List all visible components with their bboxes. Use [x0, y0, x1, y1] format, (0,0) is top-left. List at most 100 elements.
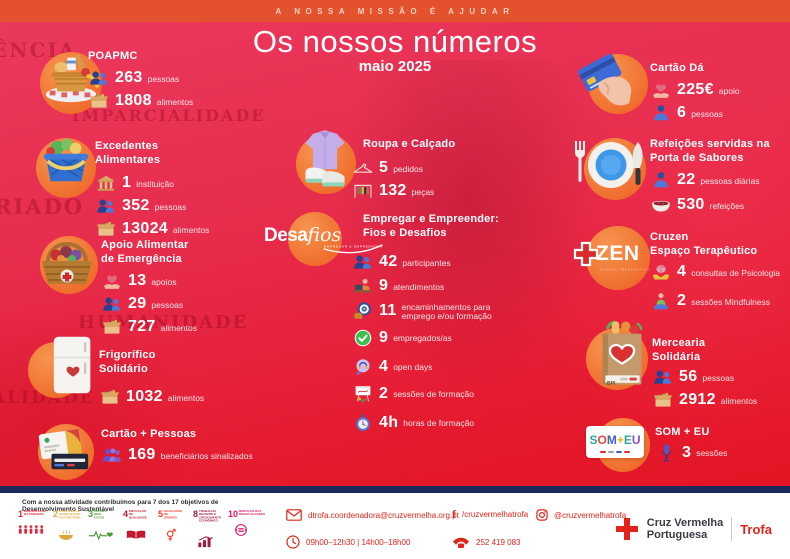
- stat-label: open days: [393, 362, 433, 373]
- stat-label: consultas de Psicologia: [691, 267, 781, 278]
- footer: Com a nossa atividade contribuímos para …: [0, 493, 790, 559]
- clothes-rack-icon: [352, 182, 374, 200]
- stat-value: 132: [379, 182, 407, 200]
- shirt-sneakers-icon: [305, 130, 345, 187]
- person-icon: [650, 104, 672, 122]
- footer-divider-bar: [0, 486, 790, 493]
- sdg-goal-4: 4 EDUCAÇÃO DE QUALIDADE: [123, 509, 155, 548]
- sdg10-equality-icon: [235, 523, 247, 536]
- section-excedentes: Excedentes Alimentares 1 instituição 352 …: [95, 140, 235, 239]
- clock-icon: [286, 535, 300, 549]
- heart-hand-icon: [101, 272, 123, 290]
- people-icon: [652, 368, 674, 386]
- sdg-heading: Com a nossa atividade contribuímos para …: [22, 499, 219, 513]
- stat-row: 2 sessões Mindfulness: [650, 292, 785, 311]
- food-box-icon: [88, 92, 110, 110]
- hours-contact: 09h00–12h30 | 14h00–18h00: [286, 535, 410, 549]
- facebook-handle[interactable]: /cruzvermelhatrofa: [462, 510, 529, 519]
- stat-label: participantes: [402, 257, 451, 268]
- section-empregar: Empregar e Empreender: Fios e Desafios 4 2…: [352, 213, 512, 432]
- stat-label: beneficiários sinalizados: [160, 450, 253, 461]
- people-icon: [88, 69, 110, 87]
- stat-row: 352 pessoas: [95, 197, 235, 216]
- section-title: Empregar e Empreender: Fios e Desafios: [363, 213, 499, 239]
- stat-value: 1808: [115, 92, 152, 110]
- target-icon: [352, 302, 374, 320]
- mission-banner: A NOSSA MISSÃO É AJUDAR: [0, 0, 790, 22]
- cruzen-logo-text: ZEN: [596, 242, 640, 265]
- page-subtitle: maio 2025: [358, 58, 432, 75]
- stat-row: 132 peças: [352, 182, 492, 201]
- phone-number[interactable]: 252 419 083: [476, 537, 521, 547]
- stat-row: 530 refeições: [650, 196, 785, 215]
- sdg-goal-10: 10 REDUÇÃO DAS DESIGUALDADES: [228, 510, 265, 548]
- stat-row: 22 pessoas diárias: [650, 171, 785, 190]
- email-contact[interactable]: dtrofa.coordenadora@cruzvermelha.org.pt: [286, 509, 459, 521]
- stat-label: encaminhamentos para emprego e/ou formaç…: [401, 301, 492, 322]
- stat-row: 29 pessoas: [101, 295, 251, 314]
- stat-row: 3 sessões: [655, 443, 765, 463]
- stat-value: 56: [679, 368, 698, 385]
- stat-row: 13024 alimentos: [95, 220, 235, 239]
- opening-hours: 09h00–12h30 | 14h00–18h00: [306, 537, 411, 547]
- stat-row: 4 consultas de Psicologia: [650, 263, 785, 282]
- instagram-handle[interactable]: @cruzvermelhatrofa: [554, 510, 627, 520]
- people-icon: [101, 295, 123, 313]
- section-mercearia: Mercearia Solidária 56 pessoas 2912 alime…: [652, 337, 787, 410]
- section-poapmc: POAPMC 263 pessoas 1808 alimentos: [88, 50, 228, 111]
- stat-value: 6: [677, 104, 687, 122]
- phone-contact[interactable]: 252 419 083: [452, 535, 521, 549]
- sdg-goal-3: 3 SAÚDE E BEM-ESTAR: [88, 509, 120, 548]
- stat-row: 263 pessoas: [88, 69, 228, 88]
- desafios-logo-bold: Desa: [264, 225, 308, 246]
- mission-banner-text: A NOSSA MISSÃO É AJUDAR: [275, 6, 515, 16]
- stat-value: 225€: [677, 81, 714, 99]
- brand-name: Cruz Vermelha Portuguesa: [646, 517, 724, 542]
- stat-value: 4: [379, 357, 389, 375]
- stat-value: 4h: [379, 413, 399, 431]
- facebook-contact[interactable]: f /cruzvermelhatrofa: [452, 507, 528, 522]
- stat-value: 5: [379, 159, 389, 177]
- section-title: Refeições servidas na Porta de Sabores: [650, 138, 770, 164]
- hand-card-icon: [578, 53, 632, 106]
- email-address[interactable]: dtrofa.coordenadora@cruzvermelha.org.pt: [308, 510, 459, 520]
- plate-cutlery-icon: [575, 141, 643, 188]
- stat-row: 727 alimentos: [101, 318, 251, 337]
- stat-value: 11: [379, 301, 397, 319]
- stat-value: 3: [682, 443, 692, 461]
- sdg8-growth-icon: [198, 535, 213, 547]
- sdg-icons-row: 1 ERRADICAÇÃO DA POBREZA 2 FOME ZERO E AGR…: [18, 509, 265, 548]
- sdg2-bowl-icon: [59, 530, 73, 541]
- red-cross-icon: [573, 241, 599, 267]
- stat-row: 2912 alimentos: [652, 391, 787, 410]
- fridge-icon: [53, 336, 91, 394]
- hanger-icon: [352, 159, 374, 177]
- section-cartao-da: Cartão Dá 225€ apoio 6 pessoas: [650, 62, 780, 123]
- fruit-basket-icon: [42, 242, 92, 284]
- stat-value: 13024: [122, 220, 168, 237]
- stat-row: 169 beneficiários sinalizados: [101, 446, 291, 465]
- section-title: Cartão Dá: [650, 62, 704, 74]
- food-box-icon: [101, 318, 123, 336]
- stat-label: pessoas: [702, 372, 735, 383]
- desafios-logo-tagline: EMPREGAR & EMPREENDER: [324, 245, 384, 249]
- stat-label: alimentos: [156, 96, 194, 107]
- stat-row: 6 pessoas: [650, 104, 780, 123]
- stat-value: 2: [379, 384, 389, 402]
- food-box-icon: [95, 220, 117, 238]
- mic-icon: [655, 443, 677, 463]
- stat-row: 1 instituição: [95, 174, 235, 193]
- stat-label: pessoas diárias: [700, 175, 760, 186]
- stat-value: 9: [379, 277, 389, 294]
- instagram-contact[interactable]: @cruzvermelhatrofa: [536, 509, 626, 521]
- sdg-goal-8: 8 TRABALHO DECENTE E CRESCIMENTO ECONÓMIC…: [193, 510, 225, 548]
- stat-value: 727: [128, 318, 156, 335]
- desk-person-icon: [352, 277, 374, 295]
- food-box-icon: [99, 388, 121, 406]
- stat-label: horas de formação: [403, 418, 475, 429]
- facebook-icon: f: [452, 507, 456, 521]
- meditate-icon: [650, 292, 672, 310]
- section-title: Roupa e Calçado: [363, 138, 456, 150]
- people-icon: [101, 446, 123, 464]
- phone-icon: [452, 535, 470, 549]
